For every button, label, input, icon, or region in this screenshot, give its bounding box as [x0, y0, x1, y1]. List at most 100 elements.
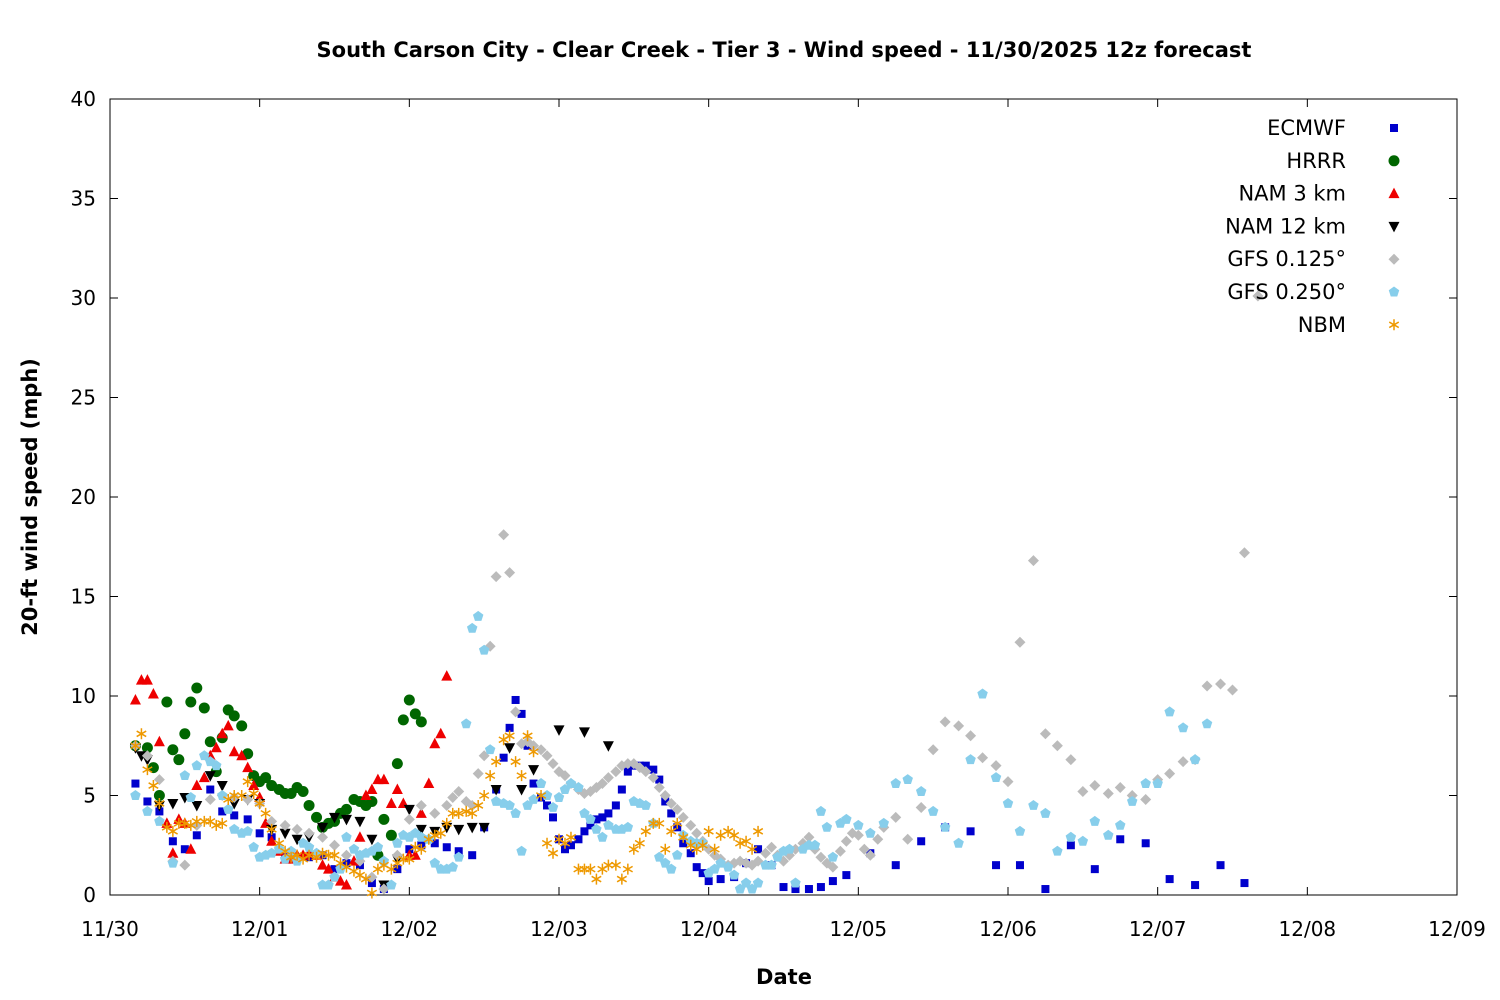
data-point-nbm	[709, 843, 720, 855]
data-point-gfs-0-250	[766, 859, 777, 870]
data-point-nbm	[130, 740, 141, 752]
data-point-hrrr	[303, 799, 315, 811]
data-point-gfs-0-250	[597, 831, 608, 842]
data-point-gfs-0-250	[666, 863, 677, 874]
data-point-gfs-0-250	[784, 843, 795, 854]
data-point-nbm	[603, 859, 614, 871]
series-gfs-0-250	[130, 610, 1213, 894]
data-point-nbm	[179, 817, 190, 829]
data-point-nam-3-km	[354, 831, 366, 842]
data-point-nbm	[236, 790, 247, 801]
data-point-hrrr	[297, 786, 309, 798]
data-point-gfs-0-125	[547, 758, 559, 770]
data-point-nam-3-km	[317, 859, 329, 870]
data-point-nbm	[242, 776, 253, 788]
data-point-gfs-0-125	[528, 740, 540, 752]
data-point-gfs-0-125	[303, 827, 315, 839]
data-point-gfs-0-250	[660, 857, 671, 868]
data-point-ecmwf	[1165, 875, 1174, 884]
data-point-ecmwf	[131, 779, 140, 788]
data-point-ecmwf	[828, 877, 837, 886]
data-point-nbm	[535, 790, 547, 801]
data-point-gfs-0-125	[939, 716, 951, 728]
data-point-ecmwf	[1191, 881, 1200, 890]
data-point-nam-12-km	[453, 824, 465, 836]
data-point-ecmwf	[623, 767, 632, 776]
data-point-gfs-0-250	[715, 857, 726, 868]
data-point-ecmwf	[218, 807, 227, 816]
data-point-hrrr	[260, 772, 272, 784]
data-point-gfs-0-250	[179, 770, 191, 781]
data-point-gfs-0-250	[591, 823, 602, 834]
data-point-gfs-0-125	[510, 706, 522, 718]
data-point-gfs-0-125	[596, 778, 608, 790]
data-point-ecmwf	[517, 709, 526, 718]
legend-marker-gfs-0-125	[1388, 253, 1400, 265]
data-point-nam-12-km	[366, 834, 378, 846]
legend-label-hrrr: HRRR	[1286, 149, 1346, 173]
data-point-nbm	[579, 863, 590, 875]
data-point-nam-12-km	[466, 822, 478, 834]
data-point-gfs-0-250	[386, 879, 397, 890]
data-point-ecmwf	[499, 753, 508, 762]
data-point-nbm	[279, 845, 291, 857]
data-point-nbm	[622, 863, 633, 875]
data-point-nam-3-km	[185, 843, 197, 854]
data-point-gfs-0-250	[429, 857, 441, 868]
data-point-gfs-0-125	[1051, 740, 1063, 752]
data-point-gfs-0-125	[1201, 680, 1213, 692]
data-point-gfs-0-125	[677, 811, 689, 823]
data-point-ecmwf	[592, 815, 601, 824]
data-point-gfs-0-250	[472, 610, 484, 621]
data-point-gfs-0-250	[1077, 835, 1089, 846]
data-point-ecmwf	[649, 765, 658, 774]
data-point-gfs-0-250	[622, 821, 634, 832]
data-point-hrrr	[179, 728, 191, 740]
data-point-ecmwf	[230, 811, 239, 820]
data-point-gfs-0-125	[291, 823, 303, 835]
data-point-gfs-0-250	[573, 782, 584, 792]
data-point-nbm	[254, 797, 265, 809]
data-point-gfs-0-250	[460, 718, 472, 729]
data-point-hrrr	[340, 803, 352, 815]
data-point-gfs-0-125	[1065, 754, 1077, 766]
data-point-gfs-0-125	[815, 851, 827, 863]
data-point-gfs-0-250	[504, 799, 515, 810]
data-point-gfs-0-250	[323, 879, 334, 890]
y-tick-label: 35	[71, 187, 96, 211]
x-tick-label: 12/03	[530, 917, 588, 941]
data-point-gfs-0-125	[977, 752, 989, 764]
data-point-gfs-0-250	[752, 877, 764, 888]
data-point-nam-3-km	[129, 693, 141, 705]
data-point-gfs-0-125	[834, 845, 846, 857]
data-point-nam-12-km	[317, 822, 329, 834]
data-point-gfs-0-125	[329, 839, 340, 851]
legend-marker-nam-12-km	[1388, 221, 1400, 233]
data-point-nam-12-km	[340, 814, 352, 826]
data-point-gfs-0-125	[653, 782, 665, 794]
data-point-gfs-0-250	[1152, 778, 1163, 789]
data-point-gfs-0-125	[647, 772, 659, 784]
data-point-ecmwf	[192, 831, 201, 840]
data-point-ecmwf	[393, 865, 402, 874]
data-point-gfs-0-125	[317, 831, 329, 843]
data-point-nam-3-km	[441, 670, 453, 681]
data-point-gfs-0-125	[1089, 780, 1101, 792]
data-point-gfs-0-125	[760, 847, 772, 859]
data-point-nbm	[360, 873, 372, 885]
data-point-gfs-0-125	[141, 750, 153, 762]
y-tick-label: 25	[71, 386, 96, 410]
data-point-ecmwf	[549, 813, 558, 822]
data-point-nam-12-km	[602, 741, 614, 752]
data-point-gfs-0-125	[498, 529, 510, 541]
data-point-nam-3-km	[210, 741, 222, 753]
data-point-gfs-0-125	[1039, 728, 1051, 740]
data-point-nbm	[154, 797, 165, 809]
data-point-gfs-0-125	[659, 790, 671, 801]
data-point-nbm	[585, 863, 596, 875]
data-point-nbm	[703, 825, 714, 837]
data-point-gfs-0-250	[1126, 795, 1138, 806]
data-point-gfs-0-125	[685, 819, 697, 831]
data-point-nam-3-km	[366, 783, 378, 795]
data-point-nbm	[273, 837, 285, 849]
